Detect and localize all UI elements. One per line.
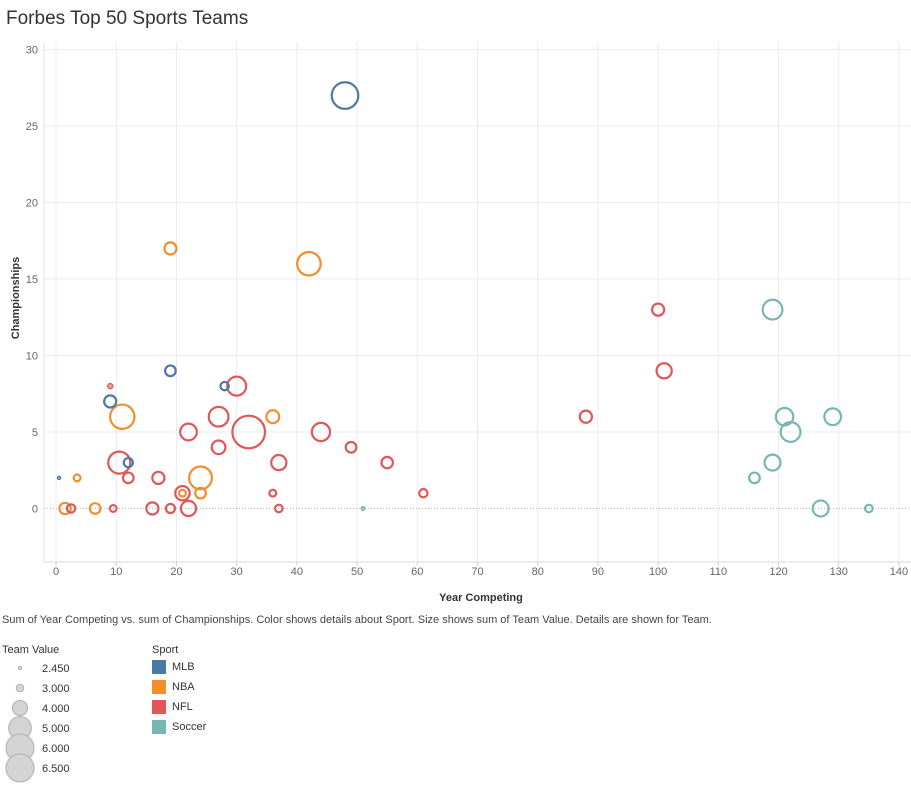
data-point-nba (72, 473, 82, 483)
size-legend-circle (11, 699, 29, 717)
data-point-mlb (122, 456, 134, 469)
data-point-nba (88, 502, 102, 515)
color-legend-swatch-nba (152, 680, 166, 694)
data-point-mlb (330, 81, 360, 110)
data-point-nba (163, 241, 178, 256)
x-tick-label: 80 (532, 566, 544, 578)
data-point-nfl (270, 453, 288, 472)
x-tick-label: 120 (769, 566, 787, 578)
y-axis-title: Championships (10, 257, 22, 340)
y-tick-label: 5 (32, 427, 38, 439)
data-point-soccer (360, 505, 366, 511)
chart-caption: Sum of Year Competing vs. sum of Champio… (2, 614, 712, 626)
data-point-mlb (219, 380, 230, 392)
x-tick-label: 140 (890, 566, 908, 578)
color-legend-title: Sport (152, 644, 179, 656)
data-point-nfl (418, 487, 429, 499)
data-point-soccer (761, 298, 784, 321)
data-point-nba (58, 501, 72, 516)
color-legend-swatch-soccer (152, 720, 166, 734)
data-point-mlb (103, 394, 118, 409)
y-tick-label: 25 (26, 121, 38, 133)
y-tick-label: 10 (26, 351, 38, 363)
y-tick-label: 0 (32, 503, 38, 515)
color-legend-label-nfl: NFL (172, 701, 193, 713)
data-point-nfl (106, 382, 114, 390)
scatter-chart: 0 10 20 30 40 50 60 70 80 90 100 110 120 130 140 0 5 10 15… (10, 42, 911, 604)
data-point-nfl (273, 503, 284, 514)
x-axis-title: Year Competing (439, 592, 523, 604)
size-legend-circle (15, 683, 25, 693)
x-tick-label: 40 (291, 566, 303, 578)
size-legend-label: 6.000 (42, 743, 70, 755)
data-point-mlb (164, 364, 177, 378)
data-point-nba (109, 403, 136, 430)
x-tick-label: 50 (351, 566, 363, 578)
x-tick-label: 20 (170, 566, 182, 578)
x-tick-label: 10 (110, 566, 122, 578)
size-legend-label: 3.000 (42, 683, 70, 695)
data-point-nfl (164, 502, 177, 515)
data-point-nfl (344, 440, 358, 454)
data-point-nba (265, 409, 281, 425)
data-point-nfl (174, 484, 191, 502)
chart-title: Forbes Top 50 Sports Teams (6, 8, 249, 29)
size-legend-label: 2.450 (42, 663, 70, 675)
data-point-soccer (774, 406, 795, 427)
data-point-nba (296, 250, 322, 277)
x-tick-label: 30 (231, 566, 243, 578)
y-tick-label: 15 (26, 274, 38, 286)
x-tick-label: 130 (830, 566, 848, 578)
data-point-nfl (226, 375, 248, 397)
x-tick-label: 110 (710, 566, 728, 578)
data-point-nba (194, 486, 207, 500)
data-point-nfl (210, 439, 227, 456)
size-legend-label: 6.500 (42, 763, 70, 775)
data-point-soccer (811, 499, 830, 518)
data-point-nfl (268, 488, 278, 498)
data-point-nfl (380, 455, 394, 470)
data-point-soccer (863, 503, 874, 514)
x-tick-label: 60 (411, 566, 423, 578)
x-tick-label: 70 (471, 566, 483, 578)
y-tick-label: 20 (26, 198, 38, 210)
data-point-nfl (179, 422, 198, 442)
data-point-nfl (231, 414, 267, 450)
data-point-nfl (65, 503, 77, 514)
x-tick-label: 100 (649, 566, 667, 578)
data-point-nfl (578, 409, 594, 424)
data-point-nfl (179, 499, 198, 518)
size-legend: 2.450 3.000 4.000 5.000 6.000 6.500 (5, 663, 70, 783)
x-tick-label: 0 (53, 566, 59, 578)
color-legend-label-soccer: Soccer (172, 721, 207, 733)
data-point-nfl (655, 362, 673, 380)
color-legend-label-mlb: MLB (172, 661, 195, 673)
color-legend-swatch-nfl (152, 700, 166, 714)
data-point-nfl (151, 470, 166, 486)
size-legend-label: 5.000 (42, 723, 70, 735)
y-tick-label: 30 (26, 45, 38, 57)
size-legend-title: Team Value (2, 644, 60, 656)
data-point-nfl (207, 405, 230, 428)
data-point-nba (188, 465, 214, 491)
x-tick-label: 90 (592, 566, 604, 578)
size-legend-label: 4.000 (42, 703, 70, 715)
data-point-nba (177, 488, 187, 498)
size-legend-circle (17, 665, 23, 671)
data-point-nfl (107, 450, 132, 475)
data-point-soccer (763, 453, 782, 472)
data-point-nfl (310, 421, 332, 443)
data-point-nfl (650, 302, 666, 317)
data-point-soccer (823, 407, 843, 427)
data-point-mlb (56, 475, 62, 481)
data-point-soccer (748, 471, 761, 485)
data-point-nfl (121, 471, 135, 485)
color-legend-swatch-mlb (152, 660, 166, 674)
data-point-nfl (145, 501, 160, 516)
data-point-nfl (108, 503, 118, 513)
color-legend-label-nba: NBA (172, 681, 195, 693)
